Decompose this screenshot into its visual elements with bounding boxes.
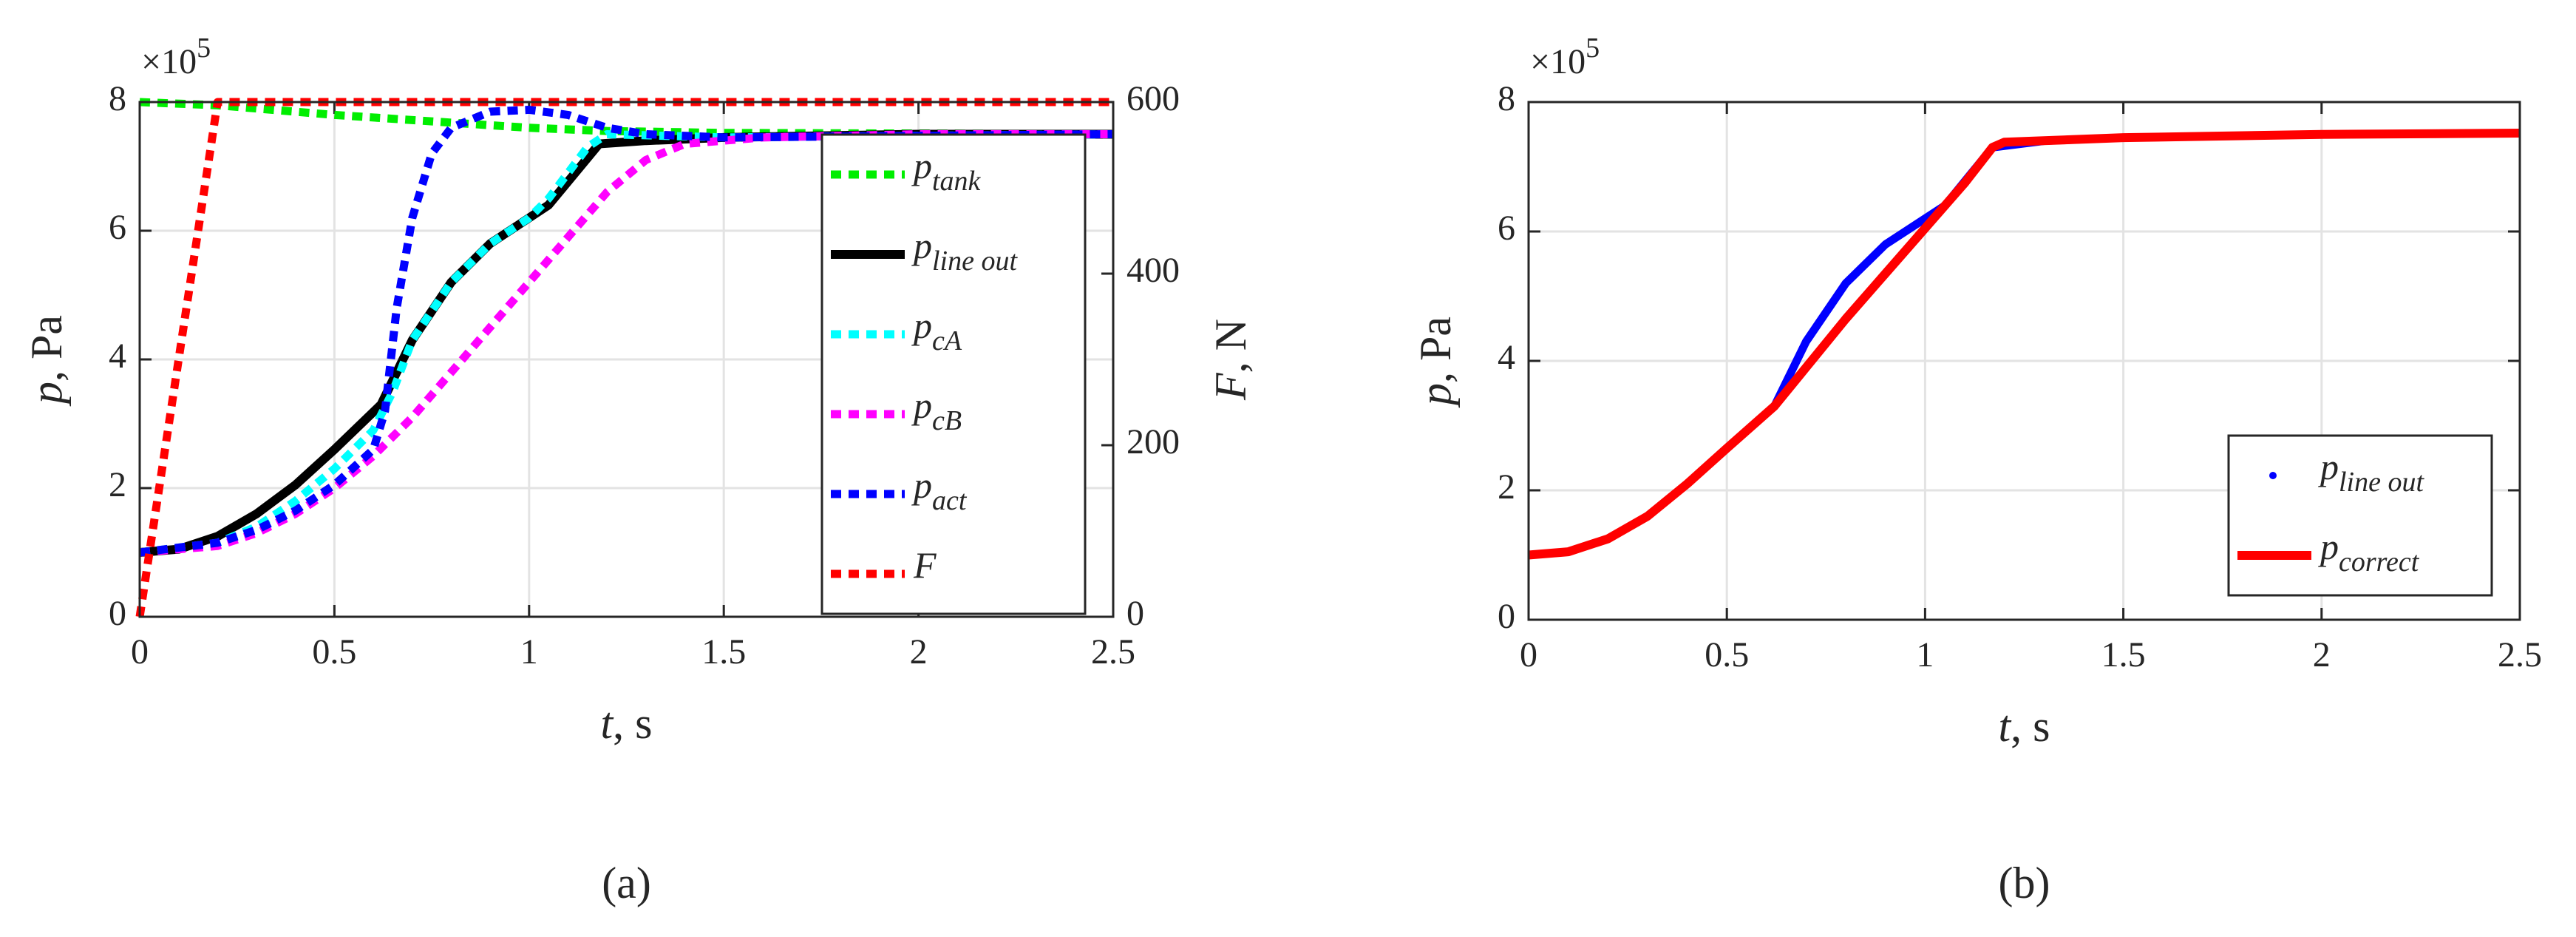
x-tick-label: 1.5 bbox=[701, 632, 746, 672]
y-tick-label: 8 bbox=[109, 79, 126, 118]
x-axis-label: t, s bbox=[600, 699, 652, 748]
y-tick-label: 4 bbox=[109, 336, 126, 376]
legend-label: pline out bbox=[911, 225, 1018, 276]
label-symbol: t bbox=[600, 699, 614, 748]
label-symbol: p bbox=[22, 382, 71, 407]
label-unit: , Pa bbox=[22, 315, 71, 382]
y2-axis-label: F, N bbox=[1206, 319, 1255, 401]
axes-box bbox=[1527, 101, 2521, 621]
label-unit: , s bbox=[613, 699, 652, 748]
multiplier-exponent: 5 bbox=[197, 33, 211, 64]
y2-tick-label: 200 bbox=[1126, 422, 1180, 461]
label-symbol: F bbox=[1206, 372, 1255, 401]
legend-name: p bbox=[911, 385, 932, 426]
legend-label: F bbox=[913, 544, 937, 586]
panel-label: (a) bbox=[602, 859, 651, 907]
x-tick-label: 1.5 bbox=[2101, 635, 2146, 674]
y-tick-label: 6 bbox=[1498, 209, 1515, 248]
x-tick-label: 2 bbox=[910, 632, 928, 672]
y2-tick-label: 400 bbox=[1126, 251, 1180, 290]
legend-label: pcA bbox=[911, 305, 962, 356]
label-symbol: p bbox=[1411, 383, 1460, 408]
y-axis-label: p, Pa bbox=[1411, 317, 1460, 408]
legend-box bbox=[820, 133, 1087, 615]
x-tick-label: 2.5 bbox=[2498, 635, 2542, 674]
series-line bbox=[139, 129, 1113, 557]
legend-subscript: cB bbox=[932, 405, 962, 436]
legend-name: F bbox=[913, 544, 937, 586]
series-line bbox=[139, 130, 1114, 557]
y-tick-label: 2 bbox=[1498, 467, 1515, 507]
y-tick-label: 0 bbox=[109, 594, 126, 633]
y-tick-label: 2 bbox=[109, 465, 126, 504]
legend-subscript: act bbox=[932, 485, 968, 516]
legend-subscript: line out bbox=[932, 246, 1018, 277]
legend-marker bbox=[2269, 472, 2277, 479]
panel-label: (b) bbox=[1999, 859, 2050, 907]
axes-box bbox=[138, 101, 1115, 618]
legend-name: p bbox=[2318, 526, 2339, 567]
x-tick-label: 2.5 bbox=[1091, 632, 1135, 672]
label-unit: , s bbox=[2011, 702, 2050, 751]
legend-subscript: line out bbox=[2339, 467, 2424, 498]
series-line bbox=[139, 105, 1114, 557]
x-tick-label: 0.5 bbox=[1705, 635, 1749, 674]
y-tick-label: 0 bbox=[1498, 597, 1515, 636]
y2-tick-label: 600 bbox=[1126, 79, 1180, 118]
legend-name: p bbox=[911, 305, 932, 346]
y-axis-label: p, Pa bbox=[22, 315, 71, 407]
x-tick-label: 1 bbox=[520, 632, 538, 672]
legend-subscript: correct bbox=[2339, 547, 2420, 578]
x-tick-label: 2 bbox=[2313, 635, 2331, 674]
legend-name: p bbox=[911, 225, 932, 266]
x-tick-label: 1 bbox=[1916, 635, 1934, 674]
legend-label: pline out bbox=[2318, 446, 2424, 497]
label-unit: , N bbox=[1206, 319, 1255, 373]
x-tick-label: 0 bbox=[1520, 635, 1537, 674]
y-tick-label: 4 bbox=[1498, 338, 1515, 377]
legend-subscript: tank bbox=[932, 166, 982, 197]
series-line bbox=[1528, 129, 2521, 560]
y-tick-label: 8 bbox=[1498, 79, 1515, 118]
multiplier-exponent: 5 bbox=[1586, 33, 1600, 64]
label-unit: , Pa bbox=[1411, 317, 1460, 383]
y2-tick-label: 0 bbox=[1126, 594, 1144, 633]
legend-subscript: cA bbox=[932, 325, 962, 356]
multiplier-base: ×10 bbox=[1530, 42, 1586, 81]
legend-box bbox=[2227, 434, 2493, 597]
x-tick-label: 0.5 bbox=[312, 632, 356, 672]
legend-name: p bbox=[2318, 446, 2339, 487]
legend-label: pcorrect bbox=[2318, 526, 2420, 577]
legend-name: p bbox=[911, 145, 932, 186]
legend-label: ptank bbox=[911, 145, 982, 196]
legend-label: pcB bbox=[911, 385, 962, 436]
axis-multiplier: ×105 bbox=[1530, 33, 1600, 81]
y-tick-label: 6 bbox=[109, 208, 126, 247]
x-axis-label: t, s bbox=[1998, 702, 2050, 751]
label-symbol: t bbox=[1998, 702, 2011, 751]
x-tick-label: 0 bbox=[131, 632, 149, 672]
legend-label: pact bbox=[911, 464, 968, 515]
multiplier-base: ×10 bbox=[141, 42, 197, 81]
axis-multiplier: ×105 bbox=[141, 33, 211, 81]
legend-name: p bbox=[911, 464, 932, 506]
